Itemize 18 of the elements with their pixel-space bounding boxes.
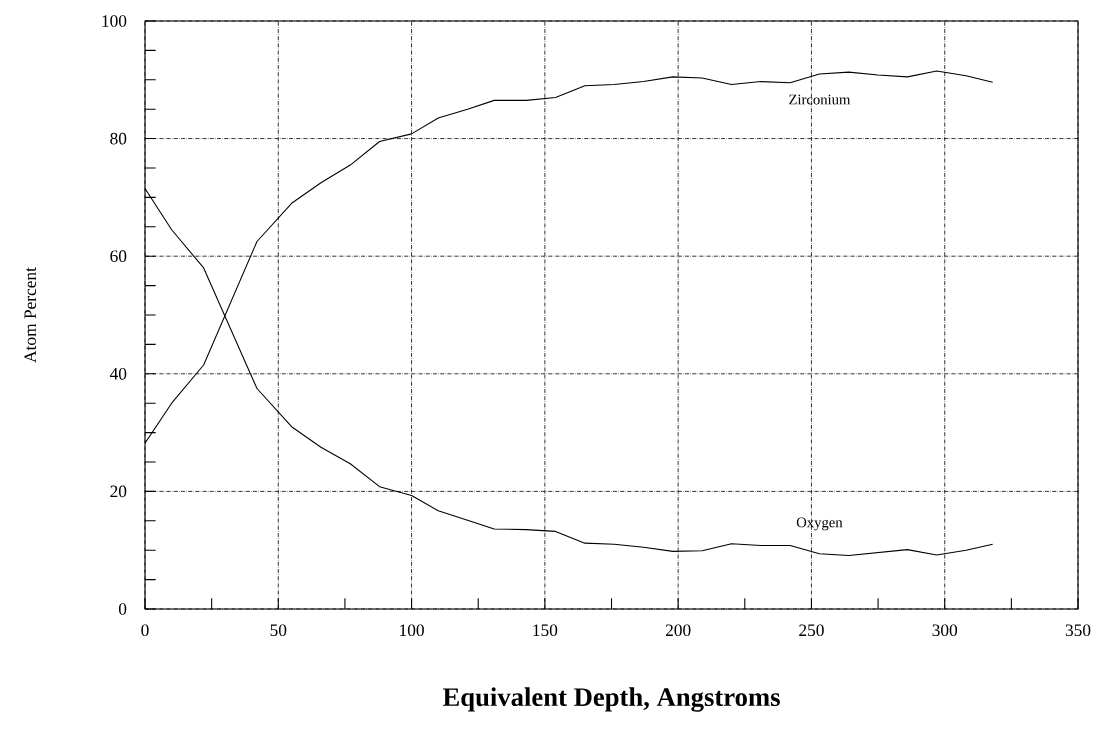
x-tick-label: 0 [141,624,149,637]
y-tick-label: 20 [110,485,127,498]
x-tick-label: 100 [400,624,424,637]
x-tick-label: 250 [799,624,824,637]
y-axis-title: Atom Percent [24,267,37,363]
y-tick-label: 40 [109,367,127,380]
x-tick-label: 150 [533,624,558,637]
x-tick-label: 50 [270,624,287,637]
x-axis-title: Equivalent Depth, Angstroms [442,687,780,712]
x-tick-label: 200 [665,624,691,637]
series-label: Zirconium [789,94,851,105]
x-tick-label: 350 [1065,624,1091,637]
series-label: Oxygen [796,517,843,531]
y-tick-label: 80 [110,132,127,145]
y-tick-label: 100 [102,15,127,27]
y-tick-label: 0 [118,603,127,615]
y-tick-label: 60 [110,250,127,263]
x-tick-label: 300 [932,624,958,637]
